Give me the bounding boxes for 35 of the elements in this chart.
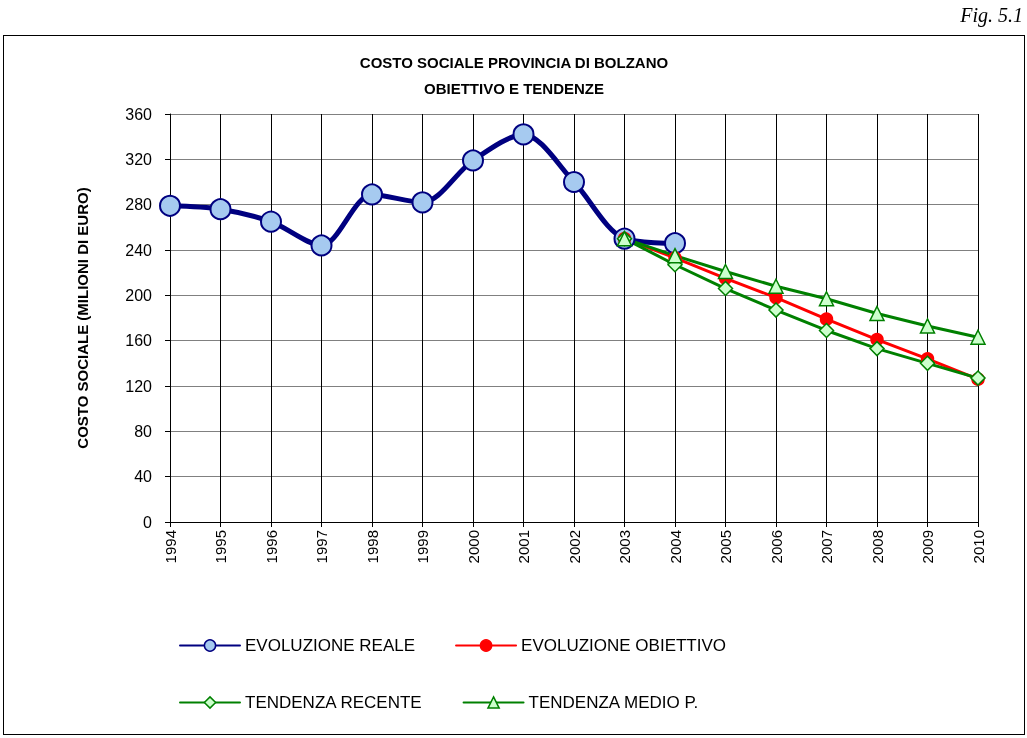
caption: Fig. 5.1 (960, 4, 1023, 27)
y-axis-title: COSTO SOCIALE (MILIONI DI EURO) (74, 187, 91, 449)
x-tick-label: 2003 (616, 530, 633, 564)
x-tick-label: 2000 (464, 530, 482, 564)
y-tick-label: 40 (134, 468, 153, 486)
legend-label: EVOLUZIONE OBIETTIVO (521, 636, 727, 655)
x-tick-label: 2004 (666, 530, 684, 564)
y-tick-label: 320 (125, 150, 153, 168)
y-tick-label: 80 (134, 422, 153, 440)
x-tick-label: 1998 (363, 530, 381, 564)
chart-subtitle: OBIETTIVO E TENDENZE (423, 79, 605, 97)
x-tick-label: 2002 (565, 530, 583, 564)
x-tick-label: 1997 (313, 530, 330, 564)
x-tick-label: 2001 (515, 530, 532, 564)
x-tick-label: 1999 (414, 530, 431, 564)
y-tick-label: 120 (125, 377, 153, 395)
y-tick-label: 0 (143, 513, 153, 531)
legend-label: TENDENZA MEDIO P. (528, 693, 699, 712)
x-tick-label: 2007 (818, 530, 835, 564)
y-tick-label: 280 (125, 196, 153, 214)
legend-label: TENDENZA RECENTE (245, 693, 422, 712)
x-tick-label: 1996 (262, 530, 280, 564)
y-tick-label: 200 (125, 286, 153, 304)
chart-title: COSTO SOCIALE PROVINCIA DI BOLZANO (359, 53, 669, 71)
x-tick-label: 2006 (767, 530, 785, 564)
y-tick-label: 240 (125, 241, 153, 259)
x-tick-label: 2009 (919, 530, 936, 564)
legend-label: EVOLUZIONE REALE (245, 636, 416, 655)
x-tick-label: 2010 (969, 530, 987, 564)
x-tick-label: 2005 (717, 530, 734, 564)
x-tick-label: 2008 (868, 530, 886, 564)
x-tick-label: 1995 (212, 530, 229, 564)
y-tick-label: 160 (125, 332, 153, 350)
y-tick-label: 360 (125, 105, 153, 123)
x-tick-label: 1994 (161, 530, 179, 564)
